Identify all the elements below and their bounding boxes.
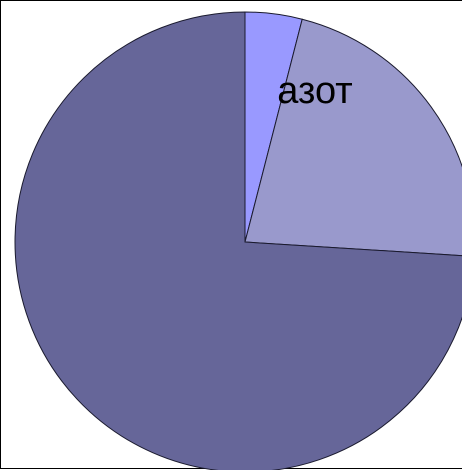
- pie-labels: азот: [277, 70, 352, 112]
- pie-slices: [14, 11, 462, 470]
- pie-slice-1: [244, 18, 462, 257]
- pie-slice-label-1: азот: [277, 70, 352, 112]
- pie-slice-2: [14, 11, 462, 470]
